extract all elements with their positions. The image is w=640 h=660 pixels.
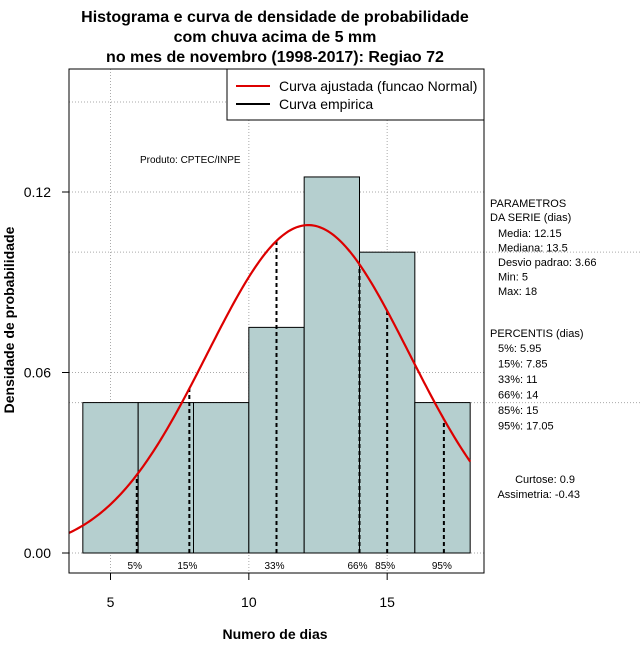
x-tick-label-5: 5 xyxy=(107,594,115,610)
legend-box xyxy=(226,68,485,121)
assimetria-label: Assimetria: -0.43 xyxy=(497,489,580,501)
y-tick-label-1: 0.06 xyxy=(24,365,51,381)
chart-title: Histograma e curva de densidade de proba… xyxy=(81,9,469,66)
curtose-label: Curtose: 0.9 xyxy=(515,474,575,486)
percentile-label-3: 33% xyxy=(264,561,284,572)
x-axis-label: Numero de dias xyxy=(222,626,327,642)
x-tick-label-15: 15 xyxy=(379,594,395,610)
percentis-line-1: 5%: 5.95 xyxy=(498,343,541,355)
percentis-line-5: 85%: 15 xyxy=(498,405,538,417)
percentis-heading: PERCENTIS (dias) xyxy=(490,328,584,340)
histogram-bars xyxy=(82,176,471,554)
histogram-bar-2 xyxy=(137,402,195,554)
parametros-heading-1: PARAMETROS xyxy=(490,198,566,210)
histogram-bar-3 xyxy=(193,402,250,554)
percentis-line-3: 33%: 11 xyxy=(498,374,538,386)
y-tick-label-0: 0.00 xyxy=(24,545,51,561)
histogram-bar-7 xyxy=(414,402,471,554)
percentis-line-2: 15%: 7.85 xyxy=(498,359,548,371)
x-tick-label-10: 10 xyxy=(241,594,257,610)
parametros-line-2: Mediana: 13.5 xyxy=(498,243,568,255)
legend: Curva ajustada (funcao Normal) Curva empi… xyxy=(226,68,485,121)
histogram-bar-1 xyxy=(82,402,139,554)
title-line-3: no mes de novembro (1998-2017): Regiao 7… xyxy=(106,49,444,66)
percentile-label-2: 15% xyxy=(177,561,197,572)
legend-label-fitted: Curva ajustada (funcao Normal) xyxy=(279,78,477,94)
parametros-line-3: Desvio padrao: 3.66 xyxy=(498,257,596,269)
percentile-label-6: 95% xyxy=(432,561,452,572)
percentile-label-4: 66% xyxy=(347,561,367,572)
percentile-label-1: 5% xyxy=(128,561,143,572)
y-tick-label-2: 0.12 xyxy=(24,184,51,200)
parametros-heading-2: DA SERIE (dias) xyxy=(490,212,571,224)
title-line-2: com chuva acima de 5 mm xyxy=(174,29,377,46)
percentile-label-5: 85% xyxy=(375,561,395,572)
y-axis-label: Densidade de probabilidade xyxy=(1,226,17,413)
parametros-line-4: Min: 5 xyxy=(498,272,528,284)
fitted-curve xyxy=(68,223,472,534)
percentis-line-4: 66%: 14 xyxy=(498,390,538,402)
percentile-lines: 5% 15% 33% 66% 85% 95% xyxy=(128,240,452,572)
percentis-line-6: 95%: 17.05 xyxy=(498,421,554,433)
parametros-line-1: Media: 12.15 xyxy=(498,228,562,240)
normal-curve-line xyxy=(68,223,472,534)
title-line-1: Histograma e curva de densidade de proba… xyxy=(81,9,469,26)
annotations: Produto: CPTEC/INPE PARAMETROS DA SERIE (d… xyxy=(140,155,596,501)
legend-label-empirical: Curva empirica xyxy=(279,96,373,112)
produto-label: Produto: CPTEC/INPE xyxy=(140,155,241,166)
parametros-line-5: Max: 18 xyxy=(498,286,537,298)
histogram-bar-5 xyxy=(303,176,360,554)
